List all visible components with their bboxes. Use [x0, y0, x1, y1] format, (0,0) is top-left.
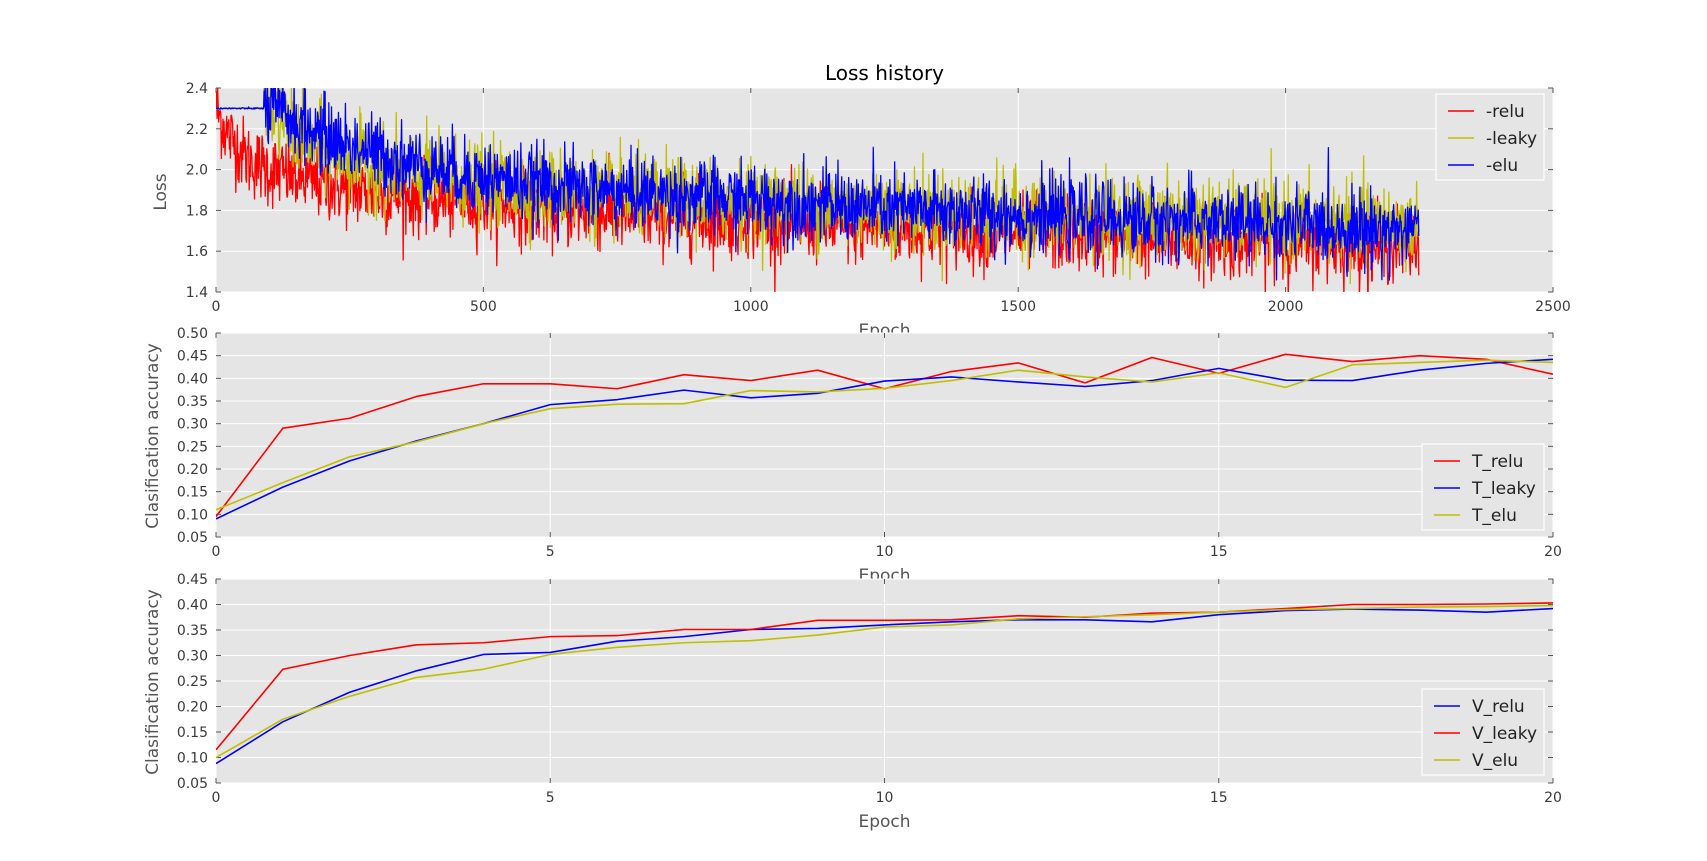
- legend-label: V_relu: [1472, 697, 1525, 717]
- x-tick-label: 15: [1210, 544, 1228, 560]
- y-tick-label: 0.20: [177, 462, 208, 478]
- y-tick-label: 0.30: [177, 649, 208, 665]
- y-tick-label: 1.4: [186, 285, 208, 301]
- x-tick-label: 15: [1210, 790, 1228, 806]
- y-axis-label: Clasification accuracy: [143, 343, 163, 529]
- y-tick-label: 0.45: [177, 349, 208, 365]
- y-tick-label: 0.10: [177, 751, 208, 767]
- y-tick-label: 0.35: [177, 394, 208, 410]
- y-tick-label: 0.15: [177, 485, 208, 501]
- legend: -relu -leaky -elu: [1435, 93, 1545, 181]
- x-tick-label: 10: [876, 544, 894, 560]
- series-line-V_elu: [216, 604, 1553, 759]
- legend-label: V_elu: [1472, 751, 1518, 771]
- x-tick-label: 5: [546, 790, 555, 806]
- chart-panel-2: 0 5 10 15 20 0.05 0.10 0.15 0.20 0.25 0.30 0.35 0.40…: [143, 326, 1562, 586]
- y-tick-label: 2.0: [186, 163, 208, 179]
- legend: V_relu V_leaky V_elu: [1421, 688, 1545, 776]
- x-tick-label: 0: [212, 790, 221, 806]
- series-group: [216, 602, 1553, 765]
- x-tick-label: 5: [546, 544, 555, 560]
- x-tick-label: 0: [212, 299, 221, 315]
- y-tick-label: 2.4: [186, 81, 208, 97]
- legend-label: -relu: [1486, 102, 1525, 122]
- legend-label: T_leaky: [1471, 479, 1536, 499]
- y-tick-label: 0.25: [177, 674, 208, 690]
- y-tick-label: 0.45: [177, 572, 208, 588]
- y-tick-label: 0.15: [177, 725, 208, 741]
- legend-label: T_elu: [1471, 506, 1517, 526]
- y-tick-label: 0.35: [177, 623, 208, 639]
- y-tick-label: 0.40: [177, 598, 208, 614]
- series-line-V_leaky: [216, 602, 1553, 751]
- chart-panel-3: 0 5 10 15 20 0.05 0.10 0.15 0.20 0.25 0.30 0.35 0.40…: [143, 572, 1562, 832]
- y-tick-label: 1.6: [186, 244, 208, 260]
- x-tick-label: 0: [212, 544, 221, 560]
- y-tick-label: 0.05: [177, 530, 208, 546]
- x-tick-label: 20: [1544, 790, 1562, 806]
- x-tick-label: 2000: [1268, 299, 1304, 315]
- chart-panel-1: 0 500 1000 1500 2000 2500 1.4 1.6 1.8 2.0 2.2 2.4 Lo…: [151, 61, 1571, 341]
- x-tick-label: 1500: [1000, 299, 1036, 315]
- x-tick-label: 1000: [733, 299, 769, 315]
- x-tick-label: 500: [470, 299, 497, 315]
- y-tick-label: 0.40: [177, 371, 208, 387]
- y-axis-label: Loss: [151, 173, 171, 210]
- y-axis-label: Clasification accuracy: [143, 589, 163, 775]
- y-tick-label: 0.10: [177, 507, 208, 523]
- y-tick-label: 0.25: [177, 439, 208, 455]
- x-tick-label: 10: [876, 790, 894, 806]
- legend-label: -elu: [1486, 156, 1518, 176]
- legend-label: V_leaky: [1472, 724, 1537, 744]
- y-tick-label: 0.50: [177, 326, 208, 342]
- chart-title: Loss history: [825, 61, 944, 85]
- series-group: [216, 88, 1420, 292]
- y-tick-label: 2.2: [186, 122, 208, 138]
- y-tick-label: 0.30: [177, 417, 208, 433]
- series-line-T_elu: [216, 359, 1553, 511]
- y-tick-label: 1.8: [186, 203, 208, 219]
- legend-label: -leaky: [1486, 129, 1537, 149]
- x-tick-label: 20: [1544, 544, 1562, 560]
- legend: T_relu T_leaky T_elu: [1421, 443, 1545, 531]
- series-line-elu: [216, 88, 1420, 281]
- x-tick-label: 2500: [1535, 299, 1571, 315]
- y-tick-label: 0.05: [177, 776, 208, 792]
- x-axis-label: Epoch: [858, 812, 910, 832]
- series-group: [216, 353, 1553, 520]
- y-tick-label: 0.20: [177, 700, 208, 716]
- legend-label: T_relu: [1471, 452, 1523, 472]
